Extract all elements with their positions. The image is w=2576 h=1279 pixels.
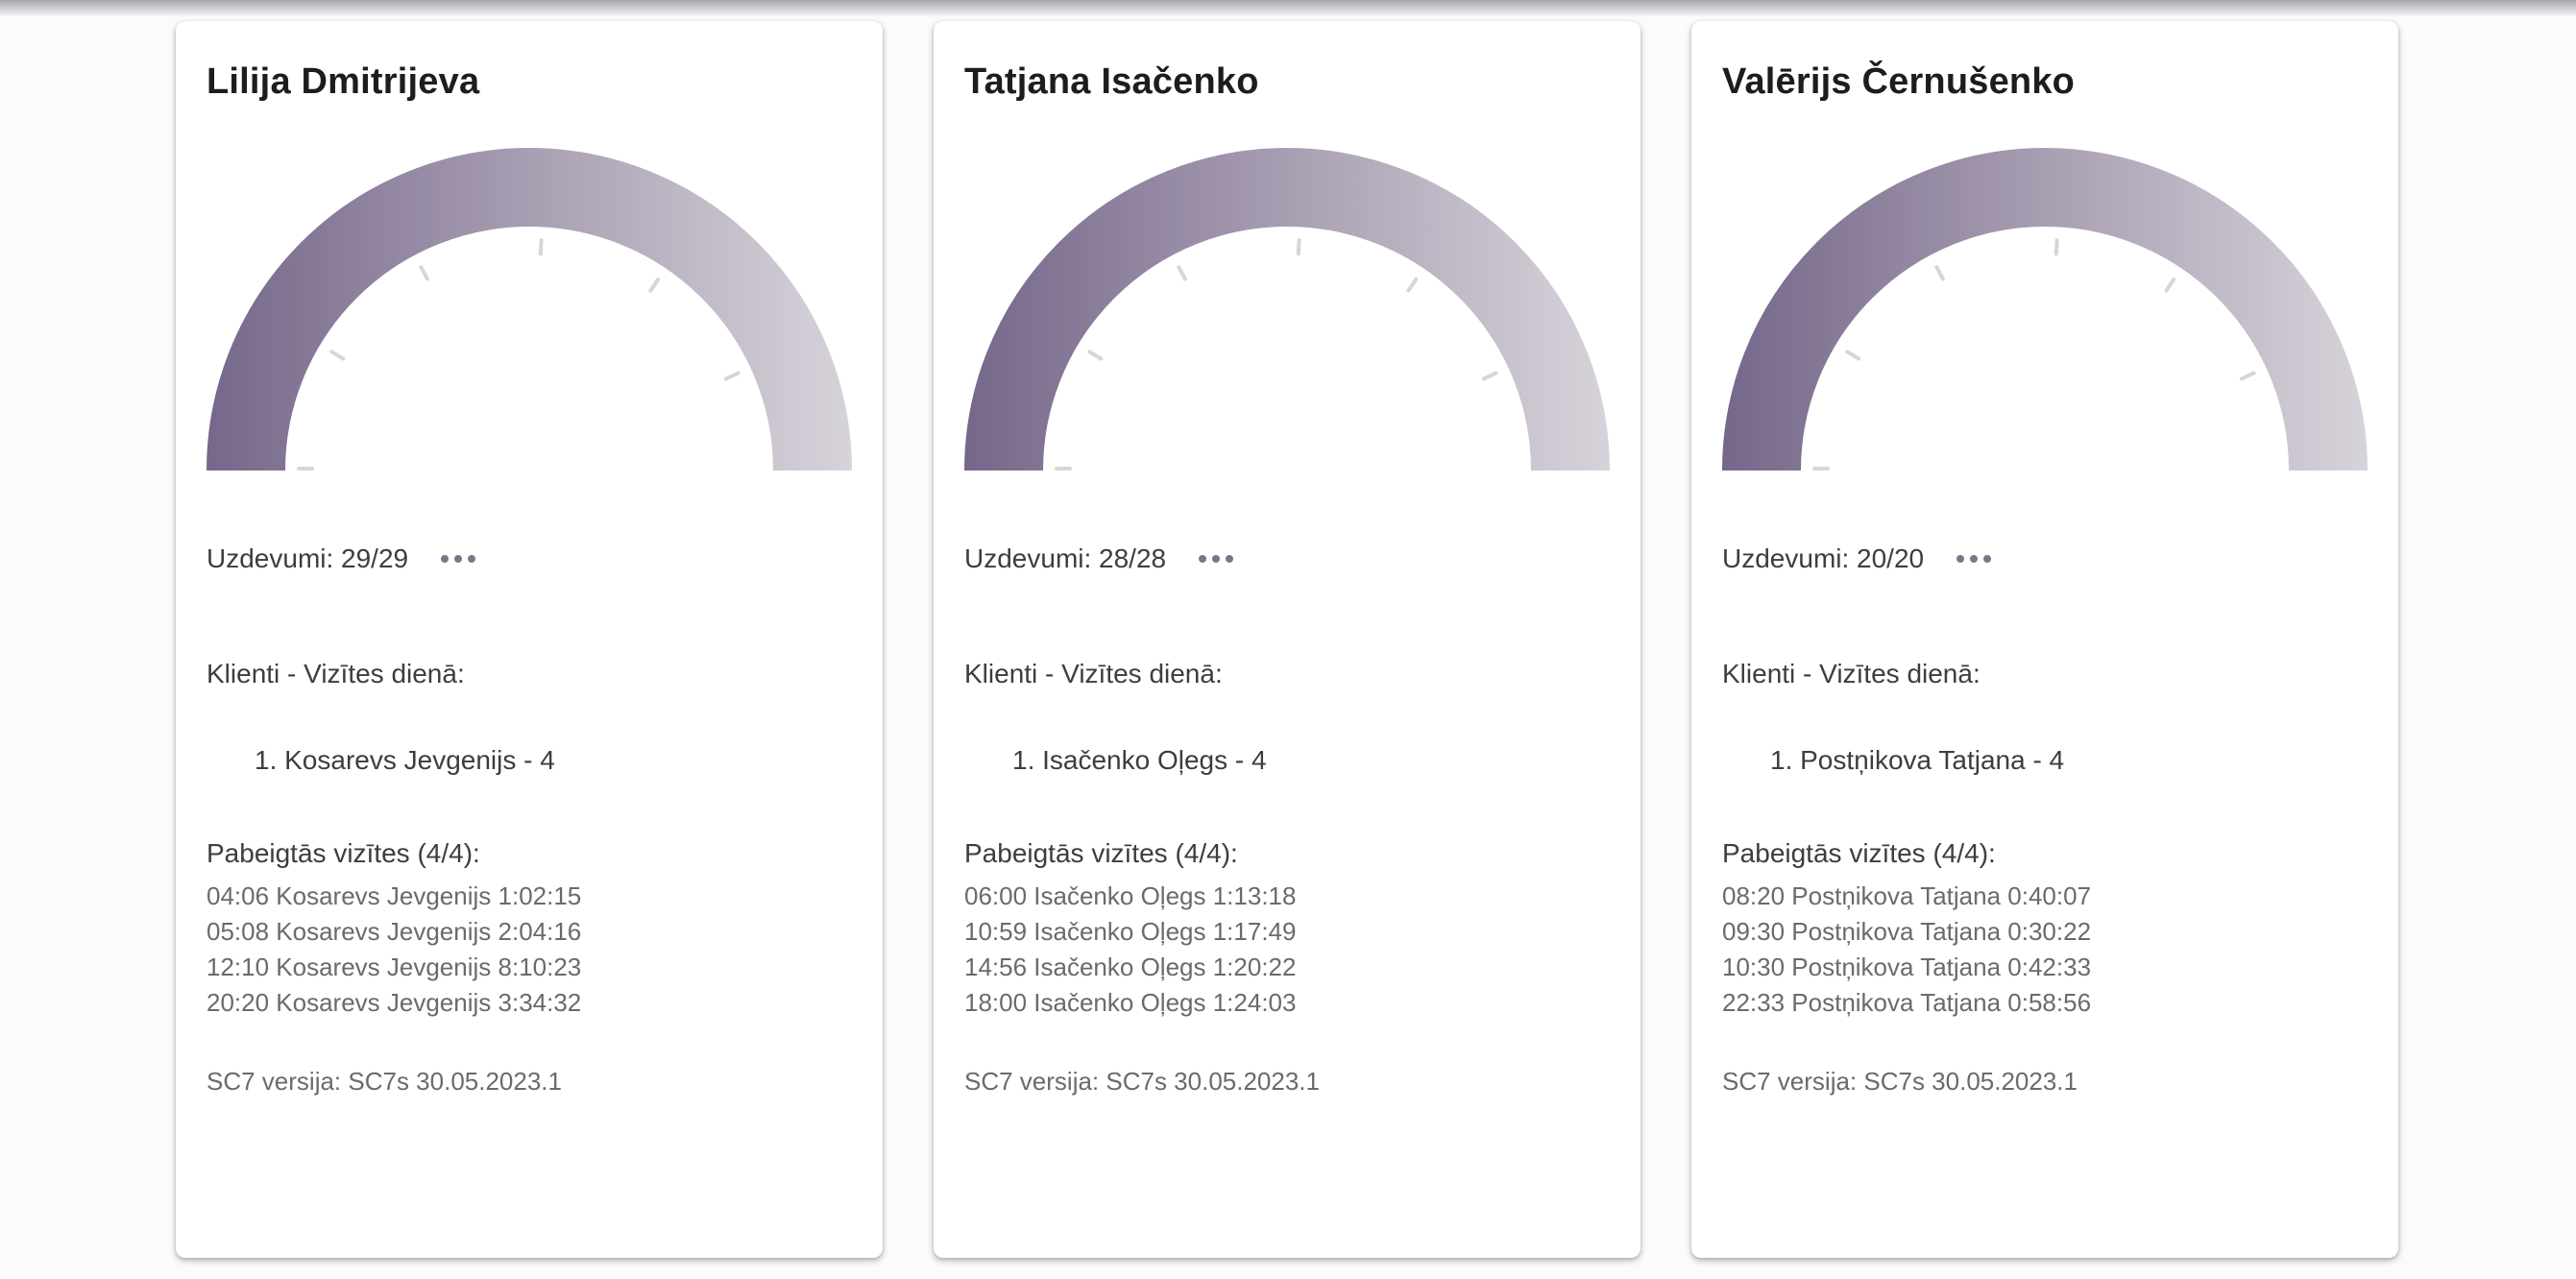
visit-line: 18:00 Isačenko Oļegs 1:24:03 [964, 988, 1297, 1017]
agent-card: Lilija Dmitrijeva Uzdevumi: 29/29 Klient… [176, 21, 883, 1258]
gauge-tick [419, 265, 429, 281]
completed-visits-heading: Pabeigtās vizītes (4/4): [207, 838, 480, 868]
visit-line: 20:20 Kosarevs Jevgenijs 3:34:32 [207, 988, 582, 1017]
gauge-tick [329, 350, 346, 361]
more-options-icon[interactable] [439, 549, 477, 568]
gauge-tick [1177, 265, 1187, 281]
visit-line: 14:56 Isačenko Oļegs 1:20:22 [964, 953, 1297, 981]
completed-visits-list: 06:00 Isačenko Oļegs 1:13:18 10:59 Isače… [964, 879, 1610, 1021]
gauge-chart [964, 148, 1610, 471]
agent-name: Lilija Dmitrijeva [207, 61, 480, 102]
completed-visits-list: 08:20 Postņikova Tatjana 0:40:07 09:30 P… [1722, 879, 2368, 1021]
tasks-label: Uzdevumi: 20/20 [1722, 543, 1925, 573]
completed-visits-heading: Pabeigtās vizītes (4/4): [1722, 838, 1996, 868]
clients-heading: Klienti - Vizītes dienā: [207, 659, 465, 688]
gauge-tick [2239, 371, 2256, 381]
gauge-tick [648, 278, 661, 293]
tasks-row: Uzdevumi: 20/20 [1722, 541, 2368, 577]
agent-name: Tatjana Isačenko [964, 61, 1259, 102]
more-options-icon[interactable] [1197, 549, 1235, 568]
visit-line: 09:30 Postņikova Tatjana 0:30:22 [1722, 917, 2092, 946]
agent-card: Tatjana Isačenko Uzdevumi: 28/28 Klienti… [934, 21, 1640, 1258]
tasks-row: Uzdevumi: 29/29 [207, 541, 852, 577]
visit-line: 12:10 Kosarevs Jevgenijs 8:10:23 [207, 953, 582, 981]
gauge-chart [207, 148, 852, 471]
version-label: SC7 versija: SC7s 30.05.2023.1 [964, 1067, 1320, 1096]
agent-name: Valērijs Černušenko [1722, 61, 2076, 102]
tasks-row: Uzdevumi: 28/28 [964, 541, 1610, 577]
gauge-tick [1296, 238, 1301, 256]
gauge-tick [1087, 350, 1104, 361]
completed-visits-heading: Pabeigtās vizītes (4/4): [964, 838, 1238, 868]
more-options-icon[interactable] [1955, 549, 1993, 568]
visit-line: 06:00 Isačenko Oļegs 1:13:18 [964, 881, 1297, 910]
gauge-tick [1934, 265, 1945, 281]
visit-line: 22:33 Postņikova Tatjana 0:58:56 [1722, 988, 2092, 1017]
clients-heading: Klienti - Vizītes dienā: [964, 659, 1223, 688]
visit-line: 05:08 Kosarevs Jevgenijs 2:04:16 [207, 917, 582, 946]
completed-visits-list: 04:06 Kosarevs Jevgenijs 1:02:15 05:08 K… [207, 879, 852, 1021]
visit-line: 10:59 Isačenko Oļegs 1:17:49 [964, 917, 1297, 946]
agent-card: Valērijs Černušenko Uzdevumi: 20/20 Klie… [1691, 21, 2398, 1258]
gauge-tick [2164, 278, 2176, 293]
gauge-tick [1406, 278, 1419, 293]
version-label: SC7 versija: SC7s 30.05.2023.1 [207, 1067, 562, 1096]
client-list-item: 1. Isačenko Oļegs - 4 [1012, 745, 1267, 775]
visit-line: 04:06 Kosarevs Jevgenijs 1:02:15 [207, 881, 582, 910]
version-label: SC7 versija: SC7s 30.05.2023.1 [1722, 1067, 2078, 1096]
gauge-arc [207, 148, 852, 471]
gauge-arc [1722, 148, 2368, 471]
visit-line: 08:20 Postņikova Tatjana 0:40:07 [1722, 881, 2092, 910]
gauge-tick [723, 371, 741, 381]
gauge-tick [1481, 371, 1498, 381]
gauge-tick [538, 238, 544, 256]
gauge-tick [2054, 238, 2059, 256]
tasks-label: Uzdevumi: 29/29 [207, 543, 409, 573]
client-list-item: 1. Kosarevs Jevgenijs - 4 [255, 745, 555, 775]
gauge-tick [1845, 350, 1861, 361]
gauge-chart [1722, 148, 2368, 471]
gauge-arc [964, 148, 1610, 471]
clients-heading: Klienti - Vizītes dienā: [1722, 659, 1981, 688]
visit-line: 10:30 Postņikova Tatjana 0:42:33 [1722, 953, 2092, 981]
client-list-item: 1. Postņikova Tatjana - 4 [1770, 745, 2065, 775]
tasks-label: Uzdevumi: 28/28 [964, 543, 1167, 573]
